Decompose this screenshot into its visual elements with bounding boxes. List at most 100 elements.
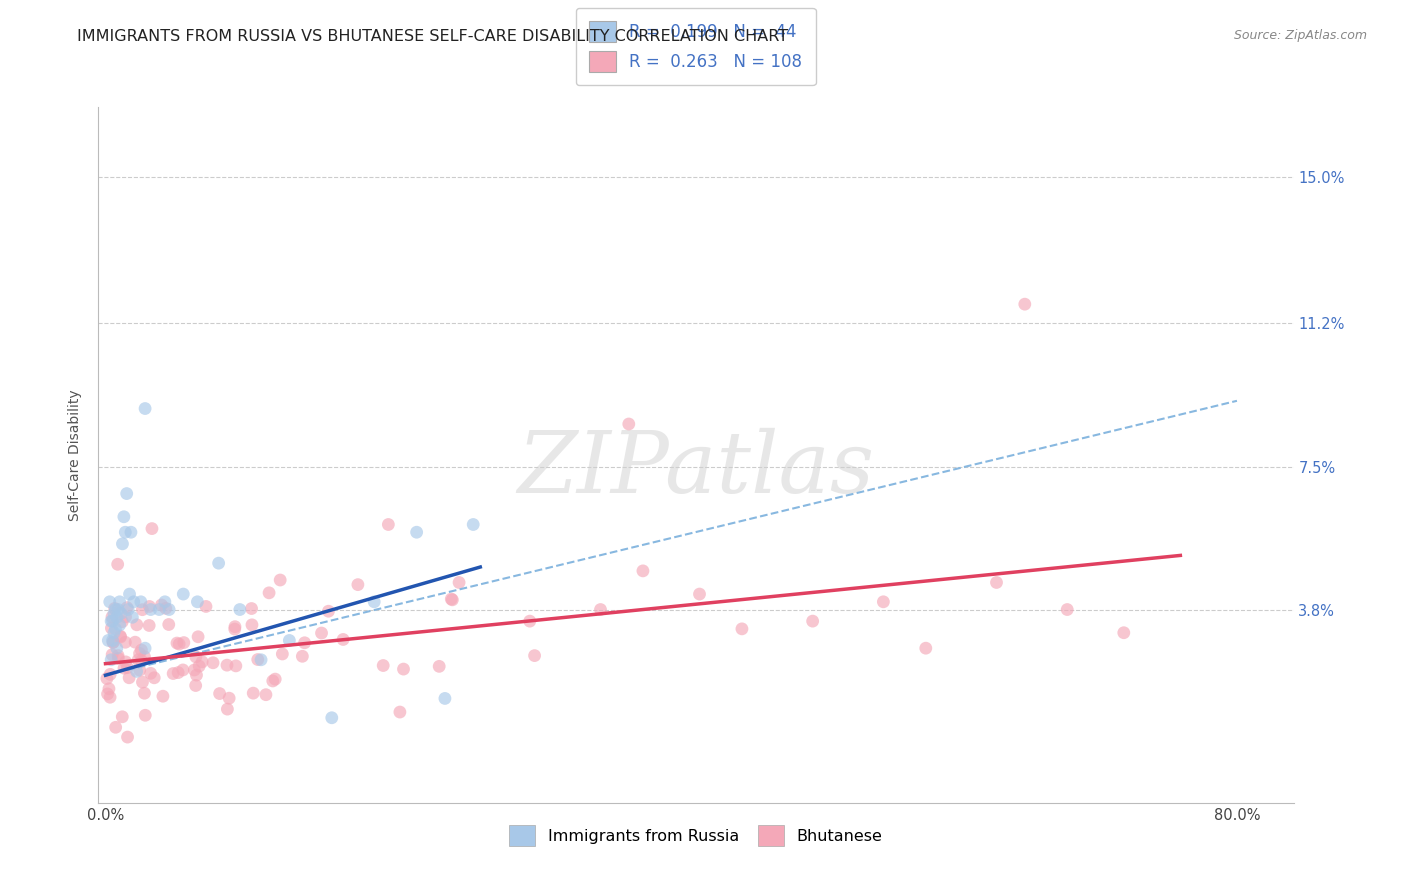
Point [128,647,150,661]
Point [110,607,132,621]
Text: Source: ZipAtlas.com: Source: ZipAtlas.com [1233,29,1367,43]
Point [128,663,150,677]
Point [440,592,463,607]
Point [107,651,129,665]
Point [104,602,127,616]
Point [100,653,122,667]
Point [202,656,225,670]
Point [101,635,124,649]
Point [254,688,277,702]
Point [148,602,170,616]
Point [121,610,143,624]
Point [166,636,188,650]
Point [107,558,129,572]
Point [96,687,118,701]
Point [120,525,142,540]
Point [208,556,231,570]
Point [441,592,464,607]
Point [114,655,136,669]
Point [172,663,194,677]
Point [134,641,156,656]
Point [139,602,162,616]
Point [167,637,190,651]
Point [104,720,127,734]
Point [801,614,824,628]
Point [184,679,207,693]
Text: IMMIGRANTS FROM RUSSIA VS BHUTANESE SELF-CARE DISABILITY CORRELATION CHART: IMMIGRANTS FROM RUSSIA VS BHUTANESE SELF… [77,29,789,45]
Point [98,690,121,705]
Point [186,595,208,609]
Point [264,672,287,686]
Point [294,636,316,650]
Point [110,629,132,643]
Point [155,601,177,615]
Point [225,658,247,673]
Point [105,641,128,656]
Point [138,599,160,614]
Point [117,730,139,744]
Legend: Immigrants from Russia, Bhutanese: Immigrants from Russia, Bhutanese [502,817,890,854]
Point [208,687,231,701]
Point [115,600,138,615]
Point [122,595,145,609]
Point [388,705,411,719]
Point [188,659,211,673]
Point [114,610,136,624]
Point [97,633,120,648]
Point [101,633,124,648]
Point [1014,297,1036,311]
Point [689,587,711,601]
Point [229,602,252,616]
Point [107,648,129,663]
Point [131,654,153,668]
Point [118,671,141,685]
Point [127,653,149,667]
Point [150,598,173,612]
Point [427,659,450,673]
Point [240,618,263,632]
Point [112,661,135,675]
Point [872,595,894,609]
Point [111,537,134,551]
Point [108,618,131,632]
Point [321,711,343,725]
Point [111,615,134,629]
Point [392,662,415,676]
Point [100,614,122,628]
Point [363,595,385,609]
Point [246,652,269,666]
Point [153,595,176,609]
Point [377,517,399,532]
Point [271,647,294,661]
Point [101,635,124,649]
Point [125,665,148,679]
Y-axis label: Self-Care Disability: Self-Care Disability [69,389,83,521]
Point [184,649,207,664]
Point [98,595,121,609]
Point [318,604,340,618]
Point [125,617,148,632]
Point [117,602,139,616]
Point [519,614,541,628]
Point [1112,625,1135,640]
Point [157,602,180,616]
Point [111,710,134,724]
Point [101,648,124,662]
Point [373,658,395,673]
Point [105,610,128,624]
Point [224,622,246,636]
Text: ZIPatlas: ZIPatlas [517,427,875,510]
Point [110,630,132,644]
Point [405,525,427,540]
Point [101,610,124,624]
Point [986,575,1008,590]
Point [257,586,280,600]
Point [167,665,190,680]
Point [291,649,314,664]
Point [117,660,139,674]
Point [173,635,195,649]
Point [124,635,146,649]
Point [433,691,456,706]
Point [131,675,153,690]
Point [215,658,238,673]
